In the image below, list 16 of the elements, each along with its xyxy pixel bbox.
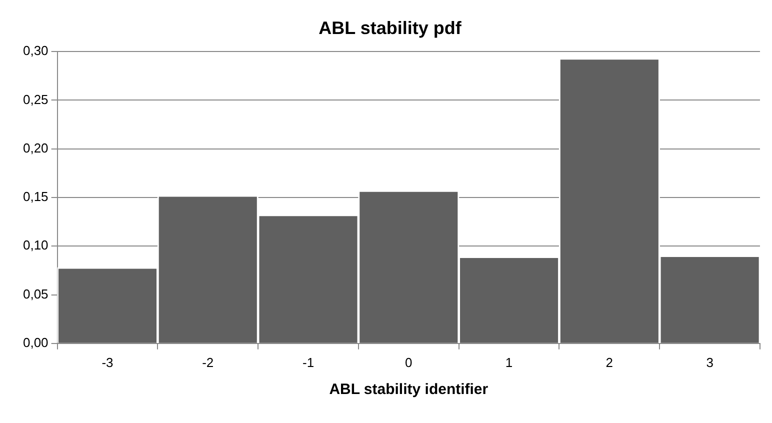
y-tick-label: 0,15 — [22, 189, 48, 204]
x-tick-label: 2 — [606, 354, 614, 370]
x-axis-title: ABL stability identifier — [329, 381, 488, 398]
y-tick-label: 0,00 — [22, 334, 48, 350]
x-tick-label: 0 — [405, 354, 412, 370]
y-tick-label: 0,30 — [22, 43, 48, 58]
x-tick-label: -1 — [302, 354, 314, 370]
y-tick-label: 0,20 — [22, 140, 48, 156]
chart-title: ABL stability pdf — [318, 18, 462, 38]
x-tick-label: 3 — [706, 354, 714, 370]
y-tick-label: 0,10 — [22, 238, 48, 253]
x-tick-label: -2 — [202, 354, 214, 370]
y-tick-label: 0,25 — [22, 92, 48, 107]
y-tick-label: 0,05 — [22, 286, 48, 302]
x-tick-label: 1 — [505, 354, 513, 370]
x-tick-label: -3 — [102, 354, 114, 370]
